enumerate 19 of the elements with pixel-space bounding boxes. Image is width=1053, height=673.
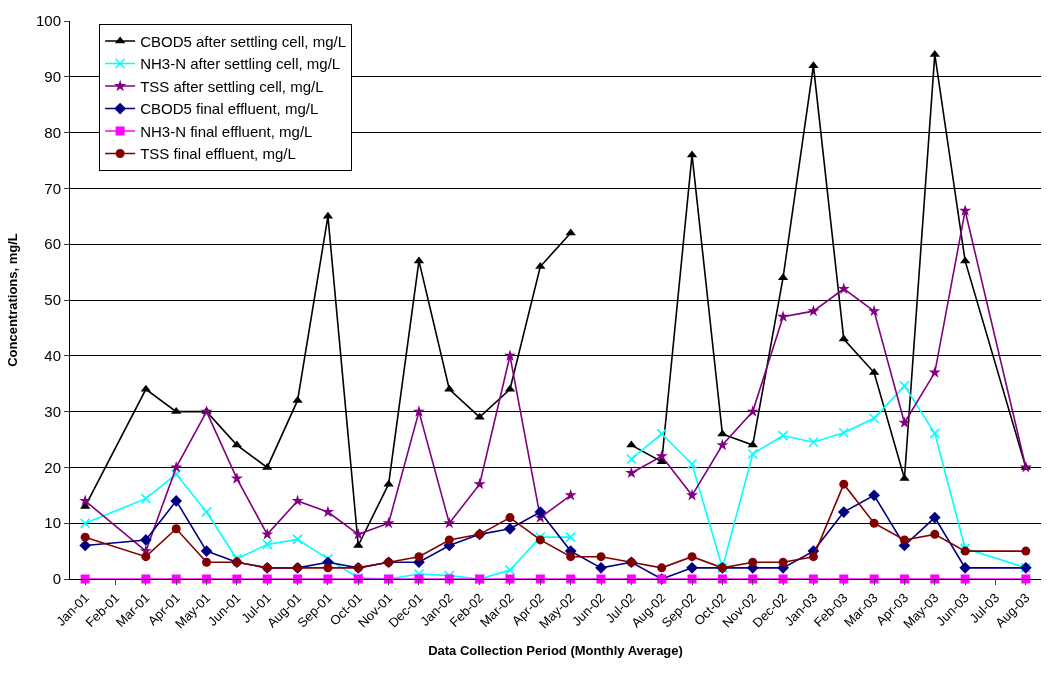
y-tick-label: 0 bbox=[52, 570, 61, 588]
y-tick-label: 10 bbox=[44, 514, 61, 532]
y-tick-label: 20 bbox=[44, 458, 61, 476]
y-axis-title: Concentrations, mg/L bbox=[4, 233, 20, 367]
y-tick-label: 40 bbox=[44, 347, 61, 365]
y-tick-label: 100 bbox=[35, 12, 61, 30]
y-tick-label: 70 bbox=[44, 179, 61, 197]
legend-label: TSS final effluent, mg/L bbox=[140, 145, 296, 163]
legend-label: CBOD5 after settling cell, mg/L bbox=[140, 32, 347, 50]
y-tick-label: 80 bbox=[44, 123, 61, 141]
y-tick-label: 30 bbox=[44, 402, 61, 420]
legend-label: NH3-N after settling cell, mg/L bbox=[140, 55, 341, 73]
y-tick-label: 90 bbox=[44, 68, 61, 86]
x-axis-title: Data Collection Period (Monthly Average) bbox=[428, 643, 683, 659]
legend-label: TSS after settling cell, mg/L bbox=[140, 77, 324, 95]
legend-label: CBOD5 final effluent, mg/L bbox=[140, 100, 319, 118]
legend-label: NH3-N final effluent, mg/L bbox=[140, 122, 313, 140]
y-tick-label: 50 bbox=[44, 291, 61, 309]
y-tick-label: 60 bbox=[44, 235, 61, 253]
